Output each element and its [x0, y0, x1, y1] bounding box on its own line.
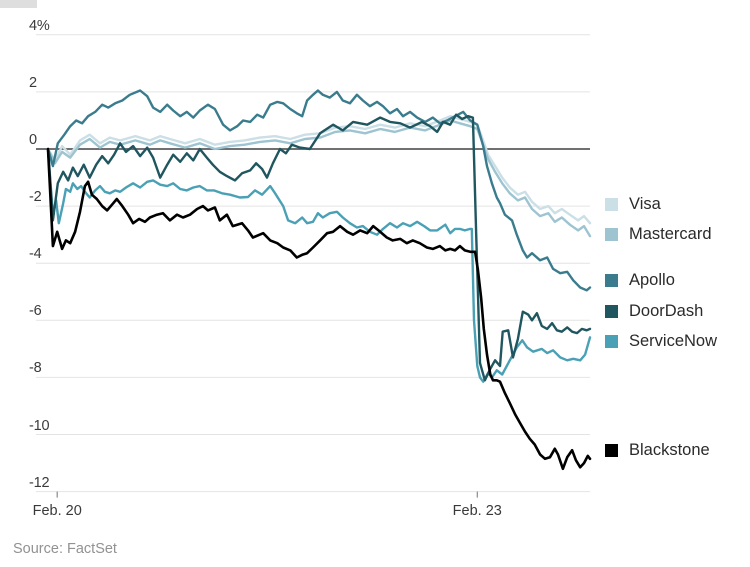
series-line-apollo — [46, 89, 592, 292]
legend-item-blackstone: Blackstone — [605, 440, 710, 460]
legend-label: Blackstone — [629, 440, 710, 459]
y-axis-label: -10 — [29, 417, 50, 434]
y-axis-label: -6 — [29, 303, 42, 320]
legend-swatch-visa — [605, 197, 618, 211]
y-axis-label: 0 — [29, 132, 37, 148]
series-line-blackstone — [46, 147, 592, 471]
x-axis-label: Feb. 23 — [452, 502, 502, 519]
y-axis-label: -4 — [29, 246, 42, 263]
legend-swatch-doordash — [605, 304, 618, 318]
legend-item-servicenow: ServiceNow — [605, 331, 717, 351]
source-text: Source: FactSet — [13, 541, 117, 557]
corner-artifact — [0, 0, 37, 8]
legend-swatch-apollo — [605, 273, 618, 287]
series-line-mastercard — [46, 119, 592, 238]
legend-label: Mastercard — [629, 224, 712, 243]
legend-label: DoorDash — [629, 301, 704, 320]
legend-swatch-servicenow — [605, 334, 618, 348]
legend-swatch-blackstone — [605, 443, 618, 457]
legend-item-mastercard: Mastercard — [605, 224, 712, 244]
y-axis-label: -8 — [29, 360, 42, 377]
x-axis-label: Feb. 20 — [32, 502, 82, 519]
series-line-servicenow — [46, 147, 592, 383]
y-axis-label: 2 — [29, 74, 37, 91]
legend-item-apollo: Apollo — [605, 270, 675, 290]
y-axis-label: -2 — [29, 189, 42, 206]
legend-item-visa: Visa — [605, 194, 661, 214]
series-line-doordash — [46, 113, 592, 382]
legend-label: ServiceNow — [629, 331, 718, 350]
legend-swatch-mastercard — [605, 227, 618, 241]
series-line-visa — [46, 114, 592, 225]
y-axis-label: -12 — [29, 474, 50, 491]
legend-label: Apollo — [629, 270, 675, 289]
y-axis-label: 4% — [29, 17, 50, 34]
legend: Visa Mastercard Apollo DoorDash ServiceNow Bl… — [605, 0, 750, 567]
legend-label: Visa — [629, 194, 661, 213]
legend-item-doordash: DoorDash — [605, 301, 703, 321]
